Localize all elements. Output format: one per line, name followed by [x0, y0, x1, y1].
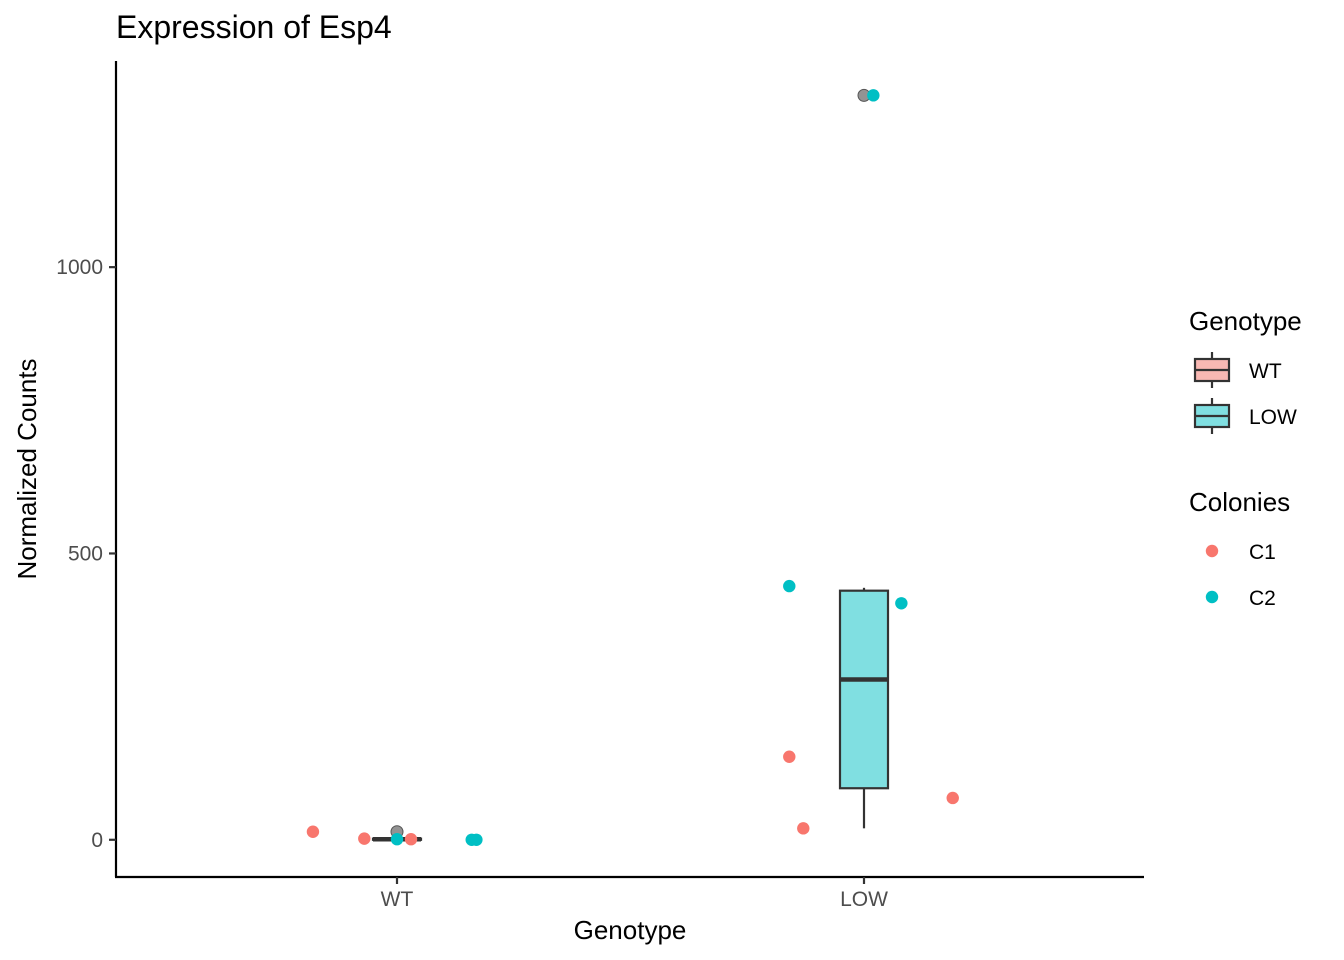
legend-key — [1193, 398, 1231, 434]
data-point-c2 — [895, 597, 908, 610]
legend-colonies: Colonies C1 C2 — [1189, 487, 1290, 610]
box-low — [838, 88, 890, 829]
legend-title: Genotype — [1189, 306, 1302, 336]
legend-genotype: Genotype WT LOW — [1189, 306, 1302, 434]
y-tick-label: 0 — [91, 829, 103, 852]
data-point-c2 — [867, 89, 880, 102]
data-point-c2 — [390, 833, 404, 846]
y-tick-label: 500 — [68, 542, 103, 565]
data-point-c1 — [797, 822, 810, 835]
legend-label: LOW — [1249, 406, 1297, 429]
legend-key — [1205, 544, 1219, 558]
x-axis-title: Genotype — [574, 915, 687, 945]
legend-label: WT — [1249, 360, 1282, 383]
box-iqr — [838, 589, 890, 790]
plot-area — [306, 88, 959, 846]
x-tick-label: LOW — [840, 888, 888, 911]
y-tick-label: 1000 — [56, 256, 103, 279]
data-point-c2 — [470, 833, 483, 846]
x-tick-label: WT — [381, 888, 414, 911]
y-axis-title: Normalized Counts — [12, 358, 42, 579]
chart-title: Expression of Esp4 — [116, 9, 392, 45]
data-point-c1 — [783, 750, 796, 763]
legend-key — [1193, 352, 1231, 388]
legend-label: C2 — [1249, 587, 1276, 610]
points-layer — [306, 89, 959, 846]
data-point-c1 — [358, 832, 371, 845]
legend-key — [1205, 590, 1219, 604]
y-axis-ticks: 0 500 1000 — [56, 256, 116, 852]
legend-title: Colonies — [1189, 487, 1290, 517]
data-point-c2 — [783, 579, 796, 593]
legend: Genotype WT LOW Colonies C1 C2 — [1189, 306, 1302, 610]
data-point-c1 — [306, 825, 320, 838]
legend-label: C1 — [1249, 541, 1276, 564]
x-axis-ticks: WT LOW — [381, 877, 888, 911]
data-point-c1 — [404, 833, 418, 846]
boxes-layer — [371, 88, 890, 842]
data-point-c1 — [946, 791, 959, 805]
